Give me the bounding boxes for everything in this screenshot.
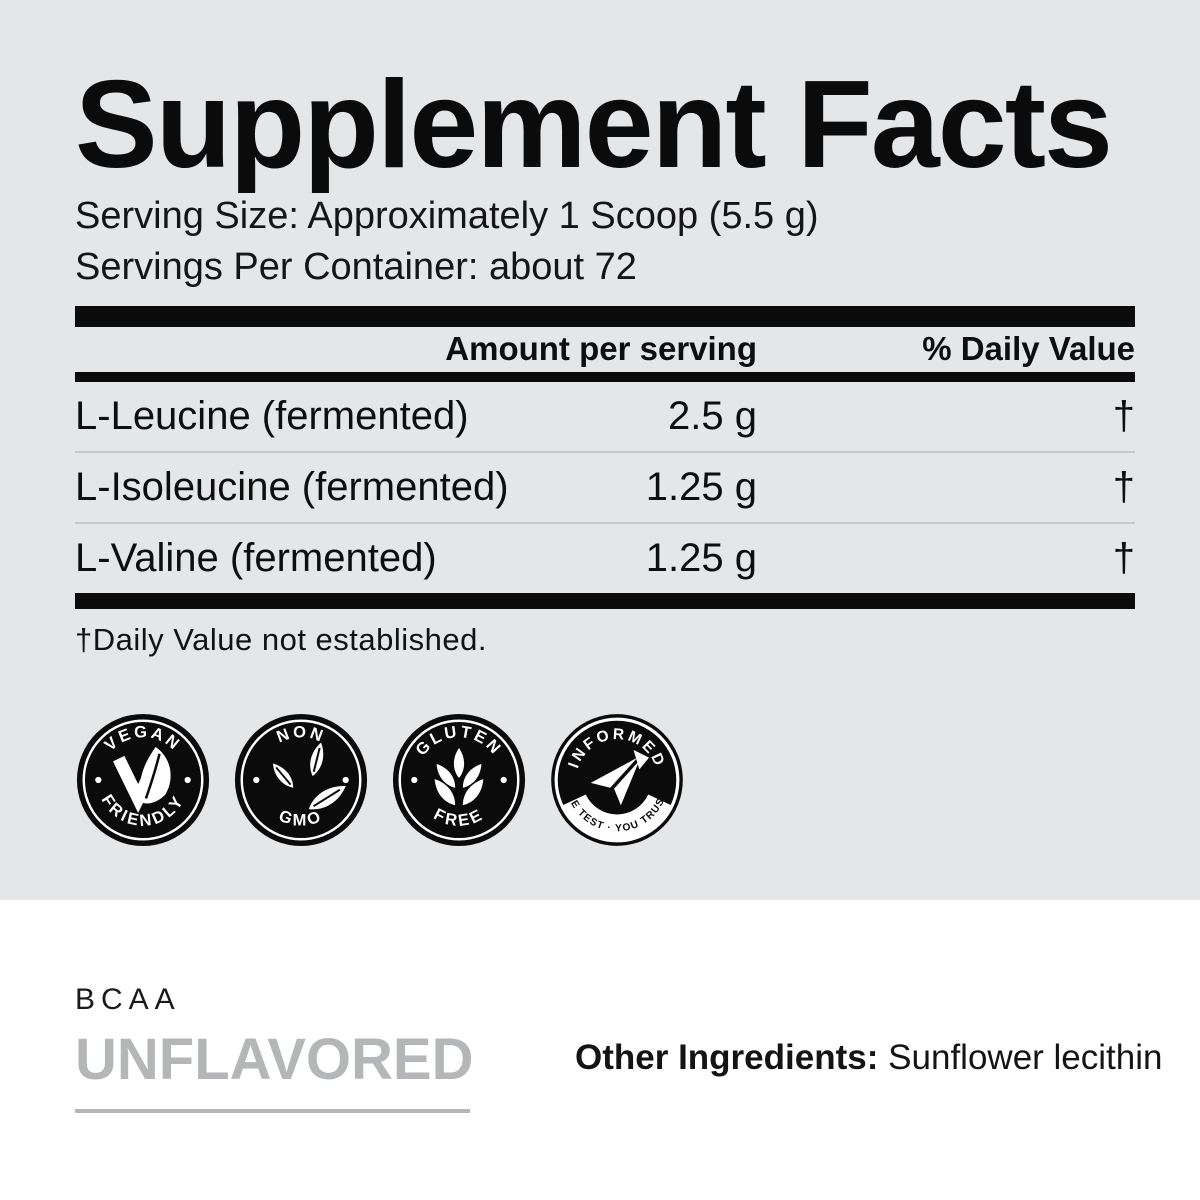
amount-per-serving-header: Amount per serving: [445, 330, 757, 368]
ingredient-name: L-Leucine (fermented): [75, 393, 469, 438]
other-ingredients-value: Sunflower lecithin: [888, 1038, 1163, 1077]
ingredient-amount: 1.25 g: [645, 464, 757, 509]
badge-informed: INFORMED WE TEST · YOU TRUST: [549, 712, 685, 848]
ingredient-name: L-Isoleucine (fermented): [75, 464, 509, 509]
servings-per-container-line: Servings Per Container: about 72: [75, 246, 637, 289]
wheat-icon: [434, 747, 484, 805]
badge-vegan-friendly: VEGAN FRIENDLY: [75, 712, 211, 848]
right-dot: [184, 776, 191, 783]
brand-underline: [75, 1109, 470, 1113]
table-top-rule: [75, 305, 1135, 327]
serving-size-line: Serving Size: Approximately 1 Scoop (5.5…: [75, 195, 819, 237]
ingredient-name: L-Valine (fermented): [75, 535, 437, 580]
page-title: Supplement Facts: [75, 56, 1113, 194]
ingredient-daily-value: †: [1112, 535, 1135, 580]
badge-gluten-free: GLUTEN FREE: [391, 712, 527, 848]
certification-badges: VEGAN FRIENDLY: [75, 712, 1135, 848]
supplement-facts-table: Amount per serving % Daily Value L-Leuci…: [75, 305, 1135, 658]
serving-info: Serving Size: Approximately 1 Scoop (5.5…: [75, 191, 1135, 294]
table-row: L-Valine (fermented) 1.25 g †: [75, 521, 1135, 593]
ingredient-amount: 1.25 g: [645, 535, 757, 580]
label-gray-panel: Supplement Facts Serving Size: Approxima…: [0, 0, 1200, 900]
table-header-rule: [75, 371, 1135, 382]
table-row: L-Leucine (fermented) 2.5 g †: [75, 382, 1135, 451]
leaves-icon: [272, 742, 346, 809]
left-dot: [253, 776, 260, 783]
right-dot: [342, 776, 349, 783]
daily-value-footnote: †Daily Value not established.: [75, 621, 488, 657]
arrow-icon: [590, 749, 650, 805]
left-dot: [95, 776, 102, 783]
right-dot: [500, 776, 507, 783]
left-dot: [411, 776, 418, 783]
other-ingredients-label: Other Ingredients:: [575, 1038, 879, 1077]
ingredient-daily-value: †: [1112, 393, 1135, 438]
product-line-name: BCAA: [75, 983, 181, 1016]
product-flavor: UNFLAVORED: [75, 1027, 474, 1092]
v-leaf-icon: [113, 746, 171, 813]
ingredient-daily-value: †: [1112, 464, 1135, 509]
table-bottom-rule: [75, 592, 1135, 609]
table-header-row: Amount per serving % Daily Value: [75, 327, 1135, 372]
badge-top-text: NON: [274, 723, 328, 746]
badge-bottom-text: GMO: [276, 807, 325, 830]
badge-non-gmo: NON GMO: [233, 712, 369, 848]
table-row: L-Isoleucine (fermented) 1.25 g †: [75, 450, 1135, 522]
daily-value-header: % Daily Value: [922, 330, 1135, 368]
ingredient-amount: 2.5 g: [668, 393, 757, 438]
other-ingredients-line: Other Ingredients: Sunflower lecithin: [575, 1038, 1162, 1078]
product-brand-block: BCAA UNFLAVORED: [75, 985, 473, 1113]
label-white-panel: BCAA UNFLAVORED Other Ingredients: Sunflo…: [0, 900, 1200, 1200]
